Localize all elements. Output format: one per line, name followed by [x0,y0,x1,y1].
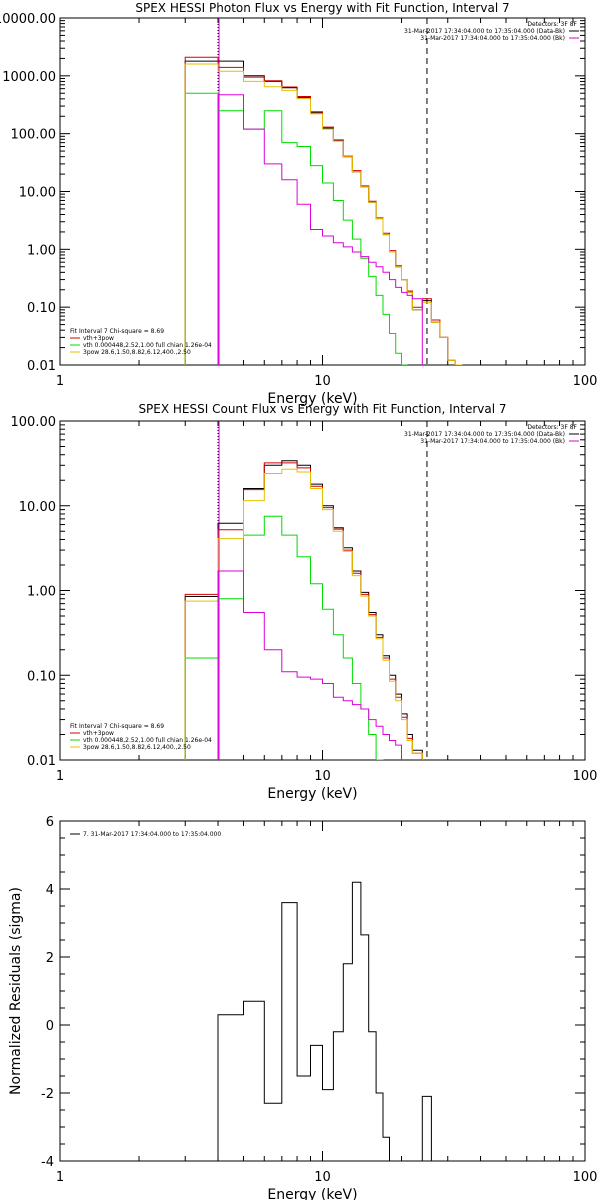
plot-area [184,18,463,365]
chart-title: SPEX HESSI Count Flux vs Energy with Fit… [138,402,506,416]
y-tick-label: 10.00 [19,186,56,201]
plot-frame [59,17,586,366]
y-tick-label: 0.10 [27,301,56,316]
plot-area [217,881,432,1161]
fit-header: Fit Interval 7 Chi-square = 8.69 [70,723,164,730]
series-background [217,570,402,760]
x-tick-label: 100 [573,374,598,389]
x-tick-label: 1 [56,769,64,784]
series-vth_3pow [184,56,463,365]
y-tick-label: 100.00 [11,128,57,143]
step-line-background [217,94,423,365]
y-tick-label: 0.01 [27,359,56,374]
series-3pow [184,63,463,365]
y-axis-label: Normalized Residuals (sigma) [8,887,24,1095]
fit-entry: 3pow 28.6,1.50,8.82,6.12,400.,2.50 [83,349,191,356]
x-tick-label: 10 [314,1170,331,1185]
plot-area [184,421,428,760]
series-data [184,460,423,760]
y-axis: 0.01 0.10 1.00 10.00 100.00 1000.00 10000.00 [0,12,585,374]
x-axis: 1 10 100 [56,421,598,784]
legend-header: Detectors: 3F 8F [527,21,577,28]
series-background [217,94,423,365]
y-tick-label: 6 [46,815,54,830]
step-line-vth [184,92,408,365]
legend-entry: 7. 31-Mar-2017 17:34:04.000 to 17:35:04.… [83,831,221,838]
x-tick-label: 100 [573,1170,598,1185]
step-line-vth [184,515,384,760]
y-tick-label: 1.00 [27,243,56,258]
y-axis: -4 -2 0 2 4 6 [41,815,585,1170]
series-vth [184,515,384,760]
chart-panel-2: SPEX HESSI Count Flux vs Energy with Fit… [11,402,598,802]
y-tick-label: 100.00 [11,415,57,430]
fit-entry: vth+3pow [83,335,114,342]
step-line-residuals [217,881,432,1161]
y-tick-label: 0 [46,1019,54,1034]
chart-panel-1: SPEX HESSI Photon Flux vs Energy with Fi… [0,1,597,407]
y-tick-label: -4 [41,1155,54,1170]
series-vth [184,92,408,365]
fit-entry: 3pow 28.6,1.50,8.82,6.12,400.,2.50 [83,744,191,751]
chart-panel-3: 1 10 100 Energy (keV) -4 -2 0 2 4 6 Normalized Res… [8,815,597,1200]
series-data [184,60,463,365]
series-residuals [217,881,432,1161]
step-line-data [184,460,423,760]
step-line-vth_3pow [184,56,463,365]
y-axis: 0.01 0.10 1.00 10.00 100.00 [11,415,585,769]
chart-title: SPEX HESSI Photon Flux vs Energy with Fi… [135,1,509,15]
x-tick-label: 10 [314,769,331,784]
fit-header: Fit Interval 7 Chi-square = 8.69 [70,328,164,335]
legend-header: Detectors: 3F 8F [527,424,577,431]
plot-frame [59,820,586,1162]
y-tick-label: 10000.00 [0,12,56,27]
y-tick-label: 4 [46,883,54,898]
legend-entry: 31-Mar-2017 17:34:04.000 to 17:35:04.000… [420,35,565,42]
series-3pow [184,468,423,760]
y-tick-label: 1.00 [27,585,56,600]
series-vth_3pow [184,462,423,760]
step-line-3pow [184,468,423,760]
legend: 7. 31-Mar-2017 17:34:04.000 to 17:35:04.… [70,831,221,838]
step-line-vth_3pow [184,462,423,760]
y-tick-label: 10.00 [19,500,56,515]
step-line-background [217,570,402,760]
x-axis-label: Energy (keV) [267,1187,357,1200]
y-tick-label: 1000.00 [2,70,56,85]
step-line-data [184,60,463,365]
legend-entry: 31-Mar-2017 17:34:04.000 to 17:35:04.000… [404,431,565,438]
y-tick-label: 2 [46,951,54,966]
y-tick-label: 0.10 [27,669,56,684]
legend-entry: 31-Mar-2017 17:34:04.000 to 17:35:04.000… [420,438,565,445]
fit-entry: vth+3pow [83,730,114,737]
fit-entry: vth 0.000448,2.52,1.00 full chian 1.26e-… [83,737,212,744]
x-axis-label: Energy (keV) [267,391,357,407]
legend-entry: 31-Mar-2017 17:34:04.000 to 17:35:04.000… [404,28,565,35]
y-tick-label: 0.01 [27,754,56,769]
x-axis: 1 10 100 [56,821,598,1185]
y-tick-label: -2 [41,1087,54,1102]
x-axis-label: Energy (keV) [267,786,357,802]
fit-entry: vth 0.000448,2.52,1.00 full chian 1.26e-… [83,342,212,349]
x-tick-label: 10 [314,374,331,389]
x-tick-label: 1 [56,1170,64,1185]
x-tick-label: 1 [56,374,64,389]
step-line-3pow [184,63,463,365]
x-tick-label: 100 [573,769,598,784]
